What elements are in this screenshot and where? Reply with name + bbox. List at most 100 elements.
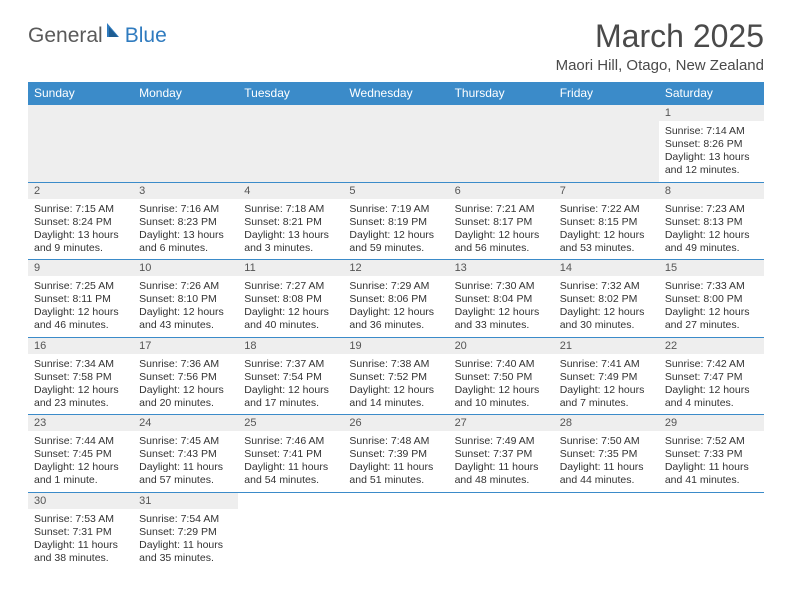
day-number: 20 <box>449 338 554 354</box>
day-number: 16 <box>28 338 133 354</box>
day-details: Sunrise: 7:19 AMSunset: 8:19 PMDaylight:… <box>343 201 448 260</box>
calendar-body: 1 Sunrise: 7:14 AMSunset: 8:26 PM Daylight… <box>28 105 764 570</box>
daylight-line: Daylight: 11 hours and 48 minutes. <box>455 461 548 487</box>
daylight-line: Daylight: 12 hours and 49 minutes. <box>665 229 758 255</box>
logo: General Blue <box>28 24 167 48</box>
day-details: Sunrise: 7:36 AMSunset: 7:56 PMDaylight:… <box>133 356 238 415</box>
sunset-line: Sunset: 8:08 PM <box>244 293 337 306</box>
calendar-cell <box>449 105 554 183</box>
day-details: Sunrise: 7:50 AMSunset: 7:35 PMDaylight:… <box>554 433 659 492</box>
calendar-cell: 25Sunrise: 7:46 AMSunset: 7:41 PMDayligh… <box>238 415 343 493</box>
daylight-line: Daylight: 11 hours and 54 minutes. <box>244 461 337 487</box>
day-details: Sunrise: 7:40 AMSunset: 7:50 PMDaylight:… <box>449 356 554 415</box>
day-number: 29 <box>659 415 764 431</box>
daylight-line: Daylight: 12 hours and 53 minutes. <box>560 229 653 255</box>
sunrise-line: Sunrise: 7:40 AM <box>455 358 548 371</box>
calendar-row: 1Sunrise: 7:14 AMSunset: 8:26 PMDaylight… <box>28 105 764 183</box>
sunset-line: Sunset: 7:56 PM <box>139 371 232 384</box>
daylight-line: Daylight: 13 hours and 9 minutes. <box>34 229 127 255</box>
sunset-line: Sunset: 7:49 PM <box>560 371 653 384</box>
calendar-cell: 11 Sunrise: 7:27 AMSunset: 8:08 PMDayligh… <box>238 260 343 338</box>
sunset-line: Sunset: 7:43 PM <box>139 448 232 461</box>
day-number: 21 <box>554 338 659 354</box>
day-number: 1 <box>659 105 764 121</box>
weekday-header: Monday <box>133 82 238 105</box>
sunset-line: Sunset: 8:13 PM <box>665 216 758 229</box>
sunset-line: Sunset: 8:23 PM <box>139 216 232 229</box>
day-number: 11 <box>238 260 343 276</box>
calendar-cell: 12Sunrise: 7:29 AMSunset: 8:06 PMDayligh… <box>343 260 448 338</box>
calendar-cell: 31Sunrise: 7:54 AMSunset: 7:29 PMDayligh… <box>133 492 238 569</box>
day-details: Sunrise: 7:21 AMSunset: 8:17 PMDaylight:… <box>449 201 554 260</box>
daylight-line: Daylight: 12 hours and 23 minutes. <box>34 384 127 410</box>
sunset-line: Sunset: 7:50 PM <box>455 371 548 384</box>
calendar-cell: 24Sunrise: 7:45 AMSunset: 7:43 PMDayligh… <box>133 415 238 493</box>
day-details: Sunrise: 7:30 AMSunset: 8:04 PMDaylight:… <box>449 278 554 337</box>
calendar-cell: 28Sunrise: 7:50 AMSunset: 7:35 PMDayligh… <box>554 415 659 493</box>
header: General Blue March 2025 Maori Hill, Otag… <box>28 18 764 74</box>
weekday-header: Thursday <box>449 82 554 105</box>
day-details: Sunrise: 7:25 AMSunset: 8:11 PMDaylight:… <box>28 278 133 337</box>
sunset-line: Sunset: 7:31 PM <box>34 526 127 539</box>
day-details: Sunrise: 7:27 AMSunset: 8:08 PMDaylight:… <box>238 278 343 337</box>
day-details: Sunrise: 7:33 AMSunset: 8:00 PMDaylight:… <box>659 278 764 337</box>
daylight-line: Daylight: 11 hours and 38 minutes. <box>34 539 127 565</box>
day-details: Sunrise: 7:22 AMSunset: 8:15 PMDaylight:… <box>554 201 659 260</box>
day-details: Sunrise: 7:16 AMSunset: 8:23 PMDaylight:… <box>133 201 238 260</box>
calendar-cell: 19Sunrise: 7:38 AMSunset: 7:52 PMDayligh… <box>343 337 448 415</box>
calendar-cell <box>343 492 448 569</box>
calendar-cell: 20 Sunrise: 7:40 AMSunset: 7:50 PMDayligh… <box>449 337 554 415</box>
sunrise-line: Sunrise: 7:21 AM <box>455 203 548 216</box>
day-details: Sunrise: 7:44 AMSunset: 7:45 PMDaylight:… <box>28 433 133 492</box>
calendar-cell: 26Sunrise: 7:48 AMSunset: 7:39 PMDayligh… <box>343 415 448 493</box>
daylight-line: Daylight: 12 hours and 10 minutes. <box>455 384 548 410</box>
daylight-line: Daylight: 12 hours and 7 minutes. <box>560 384 653 410</box>
sunrise-line: Sunrise: 7:19 AM <box>349 203 442 216</box>
sunrise-line: Sunrise: 7:44 AM <box>34 435 127 448</box>
sunset-line: Sunset: 7:35 PM <box>560 448 653 461</box>
sunset-line: Sunset: 7:37 PM <box>455 448 548 461</box>
sunrise-line: Sunrise: 7:49 AM <box>455 435 548 448</box>
weekday-header: Saturday <box>659 82 764 105</box>
day-number: 27 <box>449 415 554 431</box>
weekday-header: Sunday <box>28 82 133 105</box>
sunrise-line: Sunrise: 7:37 AM <box>244 358 337 371</box>
sunset-line: Sunset: 7:45 PM <box>34 448 127 461</box>
sunrise-line: Sunrise: 7:50 AM <box>560 435 653 448</box>
day-number: 22 <box>659 338 764 354</box>
sunrise-line: Sunrise: 7:27 AM <box>244 280 337 293</box>
day-number: 19 <box>343 338 448 354</box>
day-details: Sunrise: 7:48 AMSunset: 7:39 PMDaylight:… <box>343 433 448 492</box>
sunrise-line: Sunrise: 7:26 AM <box>139 280 232 293</box>
sunset-line: Sunset: 7:41 PM <box>244 448 337 461</box>
weekday-header: Friday <box>554 82 659 105</box>
day-number: 12 <box>343 260 448 276</box>
sunset-line: Sunset: 7:58 PM <box>34 371 127 384</box>
sunset-line: Sunset: 7:33 PM <box>665 448 758 461</box>
sunset-line: Sunset: 7:54 PM <box>244 371 337 384</box>
calendar-cell <box>659 492 764 569</box>
calendar-cell: 8Sunrise: 7:23 AMSunset: 8:13 PMDaylight… <box>659 182 764 260</box>
daylight-line: Daylight: 12 hours and 43 minutes. <box>139 306 232 332</box>
daylight-line: Daylight: 13 hours and 3 minutes. <box>244 229 337 255</box>
sunrise-line: Sunrise: 7:15 AM <box>34 203 127 216</box>
calendar-cell: 4Sunrise: 7:18 AMSunset: 8:21 PMDaylight… <box>238 182 343 260</box>
sunrise-line: Sunrise: 7:14 AM <box>665 125 758 138</box>
calendar-cell: 16Sunrise: 7:34 AMSunset: 7:58 PMDayligh… <box>28 337 133 415</box>
sunset-line: Sunset: 8:11 PM <box>34 293 127 306</box>
sunset-line: Sunset: 7:52 PM <box>349 371 442 384</box>
day-details: Sunrise: 7:46 AMSunset: 7:41 PMDaylight:… <box>238 433 343 492</box>
sunset-line: Sunset: 8:06 PM <box>349 293 442 306</box>
daylight-line: Daylight: 12 hours and 56 minutes. <box>455 229 548 255</box>
day-number: 8 <box>659 183 764 199</box>
day-number: 10 <box>133 260 238 276</box>
day-number: 7 <box>554 183 659 199</box>
page-title: March 2025 <box>556 18 764 55</box>
day-details: Sunrise: 7:52 AMSunset: 7:33 PMDaylight:… <box>659 433 764 492</box>
day-number: 18 <box>238 338 343 354</box>
weekday-header: Wednesday <box>343 82 448 105</box>
sunrise-line: Sunrise: 7:46 AM <box>244 435 337 448</box>
sunset-line: Sunset: 8:26 PM <box>665 138 758 151</box>
sunset-line: Sunset: 8:04 PM <box>455 293 548 306</box>
daylight-line: Daylight: 12 hours and 14 minutes. <box>349 384 442 410</box>
